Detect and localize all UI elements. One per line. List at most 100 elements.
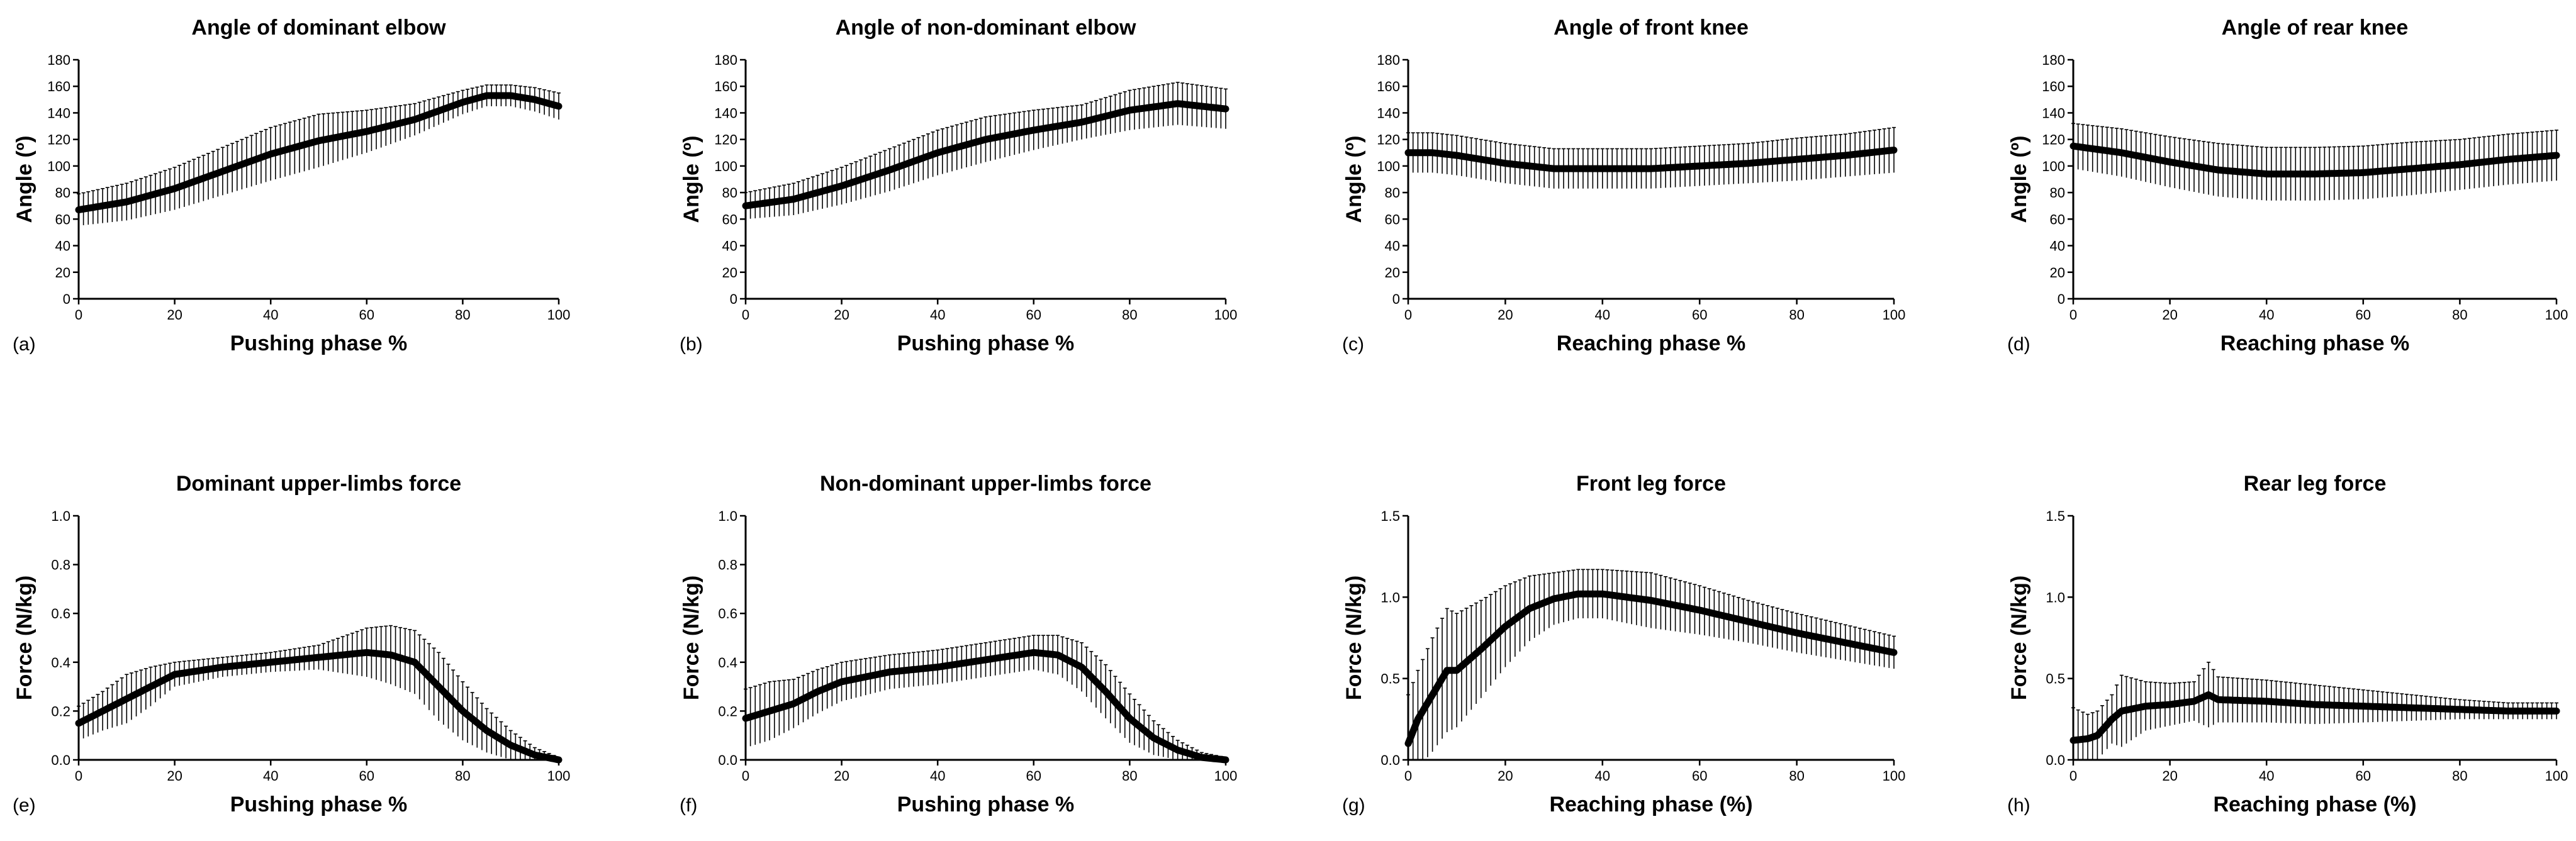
x-tick-label: 60 bbox=[1692, 768, 1707, 784]
y-tick-label: 140 bbox=[714, 105, 737, 121]
y-tick-label: 0.0 bbox=[2046, 752, 2065, 768]
y-tick-label: 100 bbox=[47, 159, 70, 174]
x-tick-label: 20 bbox=[2162, 768, 2177, 784]
y-axis-label: Force (N/kg) bbox=[2007, 576, 2031, 700]
chart-panel-c: Angle of front knee 0 20 40 60 80 100 120 140 160… bbox=[1342, 16, 1905, 355]
x-tick-label: 40 bbox=[2259, 768, 2274, 784]
y-tick-label: 1.5 bbox=[2046, 508, 2065, 524]
error-bars bbox=[2071, 123, 2558, 201]
x-tick-label: 20 bbox=[167, 307, 182, 323]
y-tick-label: 180 bbox=[1377, 52, 1400, 68]
y-tick-label: 180 bbox=[47, 52, 70, 68]
y-tick-label: 0 bbox=[1392, 291, 1400, 307]
x-tick-label: 20 bbox=[834, 307, 849, 323]
y-tick-label: 0.6 bbox=[51, 606, 70, 621]
panel-label: (h) bbox=[2007, 795, 2030, 816]
y-tick-label: 60 bbox=[1385, 211, 1400, 227]
x-tick-label: 80 bbox=[1789, 768, 1804, 784]
mean-line bbox=[1404, 590, 1898, 747]
error-bars bbox=[744, 82, 1228, 220]
y-tick-label: 0.2 bbox=[718, 703, 737, 719]
mean-line bbox=[1404, 147, 1898, 172]
y-tick-label: 1.0 bbox=[2046, 589, 2065, 605]
chart-title: Angle of non-dominant elbow bbox=[836, 16, 1136, 40]
chart-panel-a: Angle of dominant elbow 0 20 40 60 80 100 120 14… bbox=[13, 16, 570, 355]
chart-panel-b: Angle of non-dominant elbow 0 20 40 60 80 100 1… bbox=[680, 16, 1237, 355]
x-tick-label: 60 bbox=[359, 768, 374, 784]
chart-title: Rear leg force bbox=[2244, 472, 2387, 496]
y-axis-label: Angle (º) bbox=[13, 136, 36, 223]
x-axis-label: Reaching phase % bbox=[1557, 331, 1745, 355]
y-tick-label: 40 bbox=[1385, 238, 1400, 254]
y-tick-label: 160 bbox=[714, 79, 737, 94]
y-tick-label: 100 bbox=[1377, 159, 1400, 174]
panel-label: (a) bbox=[13, 334, 36, 355]
x-tick-label: 80 bbox=[1122, 768, 1137, 784]
chart-title: Non-dominant upper-limbs force bbox=[820, 472, 1151, 496]
x-tick-label: 100 bbox=[1883, 768, 1906, 784]
y-tick-label: 0.0 bbox=[51, 752, 70, 768]
y-tick-label: 180 bbox=[714, 52, 737, 68]
x-axis-label: Reaching phase % bbox=[2220, 331, 2409, 355]
x-tick-label: 60 bbox=[1692, 307, 1707, 323]
y-tick-label: 0.4 bbox=[51, 655, 70, 671]
x-tick-label: 0 bbox=[742, 768, 749, 784]
y-tick-label: 1.0 bbox=[1380, 589, 1400, 605]
y-tick-label: 0.4 bbox=[718, 655, 737, 671]
panel-label: (g) bbox=[1342, 795, 1365, 816]
x-tick-label: 20 bbox=[1498, 768, 1513, 784]
y-tick-label: 120 bbox=[1377, 132, 1400, 148]
x-tick-label: 20 bbox=[1498, 307, 1513, 323]
y-tick-label: 140 bbox=[47, 105, 70, 121]
x-tick-label: 100 bbox=[2545, 768, 2568, 784]
x-tick-label: 100 bbox=[1883, 307, 1906, 323]
x-tick-label: 100 bbox=[1214, 768, 1238, 784]
y-tick-label: 120 bbox=[714, 132, 737, 148]
panel-label: (e) bbox=[13, 795, 36, 816]
y-tick-label: 0.2 bbox=[51, 703, 70, 719]
y-tick-label: 60 bbox=[2050, 211, 2065, 227]
y-tick-label: 0 bbox=[63, 291, 70, 307]
x-tick-label: 20 bbox=[834, 768, 849, 784]
mean-line bbox=[75, 649, 563, 764]
y-tick-label: 0.0 bbox=[1380, 752, 1400, 768]
error-bars bbox=[77, 625, 561, 760]
x-tick-label: 20 bbox=[167, 768, 182, 784]
x-tick-label: 0 bbox=[75, 768, 82, 784]
y-tick-label: 160 bbox=[47, 79, 70, 94]
chart-panel-h: Rear leg force 0.0 0.5 1.0 1.5 0 20 40 60 80 100 Re… bbox=[2007, 472, 2568, 816]
y-tick-label: 80 bbox=[722, 185, 737, 201]
x-tick-label: 40 bbox=[2259, 307, 2274, 323]
chart-title: Angle of dominant elbow bbox=[191, 16, 446, 40]
y-tick-label: 20 bbox=[1385, 265, 1400, 281]
x-tick-label: 0 bbox=[2069, 307, 2077, 323]
y-axis-label: Force (N/kg) bbox=[1342, 576, 1366, 700]
x-tick-label: 40 bbox=[930, 768, 945, 784]
y-tick-label: 0.0 bbox=[718, 752, 737, 768]
y-axis-label: Angle (º) bbox=[1342, 136, 1366, 223]
y-tick-label: 0.8 bbox=[51, 557, 70, 573]
x-tick-label: 80 bbox=[1122, 307, 1137, 323]
x-tick-label: 100 bbox=[547, 307, 571, 323]
chart-title: Angle of front knee bbox=[1554, 16, 1749, 40]
x-tick-label: 0 bbox=[742, 307, 749, 323]
x-tick-label: 60 bbox=[1026, 768, 1041, 784]
y-tick-label: 40 bbox=[722, 238, 737, 254]
x-tick-label: 80 bbox=[455, 307, 470, 323]
y-tick-label: 20 bbox=[2050, 265, 2065, 281]
y-tick-label: 180 bbox=[2042, 52, 2065, 68]
x-tick-label: 60 bbox=[2356, 307, 2371, 323]
x-tick-label: 80 bbox=[2452, 307, 2467, 323]
y-tick-label: 0.5 bbox=[1380, 671, 1400, 687]
x-tick-label: 60 bbox=[359, 307, 374, 323]
x-tick-label: 40 bbox=[263, 307, 278, 323]
x-tick-label: 100 bbox=[1214, 307, 1238, 323]
y-tick-label: 40 bbox=[2050, 238, 2065, 254]
x-tick-label: 0 bbox=[1404, 307, 1412, 323]
y-tick-label: 100 bbox=[2042, 159, 2065, 174]
y-tick-label: 80 bbox=[1385, 185, 1400, 201]
chart-panel-d: Angle of rear knee 0 20 40 60 80 100 120 140 160 1… bbox=[2007, 16, 2568, 355]
y-tick-label: 1.0 bbox=[718, 508, 737, 524]
y-tick-label: 0 bbox=[2058, 291, 2065, 307]
